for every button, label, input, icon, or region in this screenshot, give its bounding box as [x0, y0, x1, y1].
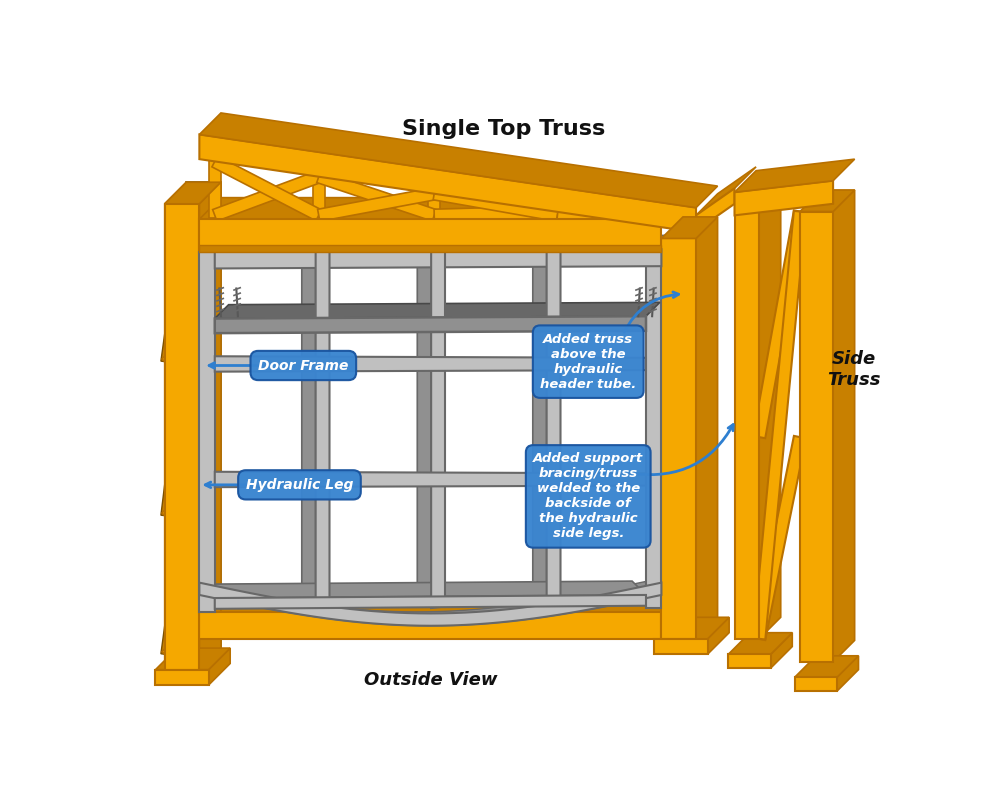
Polygon shape [215, 235, 675, 251]
Polygon shape [800, 190, 854, 211]
Polygon shape [199, 582, 661, 626]
Polygon shape [661, 217, 718, 238]
Polygon shape [795, 656, 858, 678]
Polygon shape [434, 188, 558, 222]
Polygon shape [164, 204, 199, 670]
Polygon shape [186, 182, 221, 648]
Polygon shape [164, 182, 221, 204]
Polygon shape [162, 491, 189, 518]
Text: Added support
bracing/truss
welded to the
backside of
the hydraulic
side legs.: Added support bracing/truss welded to th… [533, 453, 644, 541]
Text: Single Top Truss: Single Top Truss [402, 119, 605, 139]
Polygon shape [201, 458, 215, 487]
Text: Hydraulic Leg: Hydraulic Leg [246, 478, 353, 492]
Polygon shape [316, 250, 330, 608]
Polygon shape [182, 198, 191, 317]
Polygon shape [428, 182, 441, 218]
Polygon shape [182, 471, 191, 633]
Polygon shape [215, 316, 645, 333]
Text: Added truss
above the
hydraulic
header tube.: Added truss above the hydraulic header t… [541, 333, 637, 390]
Polygon shape [199, 219, 661, 251]
Polygon shape [696, 188, 735, 230]
Polygon shape [546, 250, 560, 608]
Polygon shape [215, 595, 645, 609]
Polygon shape [696, 217, 718, 639]
Polygon shape [212, 156, 322, 221]
Polygon shape [164, 182, 186, 670]
Polygon shape [313, 164, 325, 218]
Polygon shape [185, 238, 199, 612]
Polygon shape [199, 590, 683, 612]
Polygon shape [735, 159, 854, 192]
Polygon shape [199, 134, 696, 232]
Polygon shape [215, 302, 659, 318]
Polygon shape [800, 211, 833, 662]
Polygon shape [735, 190, 781, 211]
Polygon shape [434, 206, 557, 222]
Polygon shape [753, 211, 806, 639]
Text: Outside View: Outside View [363, 670, 497, 689]
Polygon shape [551, 199, 563, 218]
Polygon shape [213, 171, 321, 221]
Polygon shape [185, 581, 661, 626]
Polygon shape [661, 238, 696, 639]
Polygon shape [735, 181, 833, 215]
Text: Side
Truss: Side Truss [827, 350, 881, 389]
Polygon shape [215, 472, 645, 487]
Text: Door Frame: Door Frame [258, 358, 348, 373]
Polygon shape [556, 210, 646, 231]
Polygon shape [162, 630, 189, 657]
Polygon shape [199, 612, 661, 639]
Polygon shape [735, 211, 759, 639]
Polygon shape [201, 581, 645, 598]
Polygon shape [155, 648, 230, 670]
Polygon shape [533, 238, 546, 608]
Polygon shape [199, 113, 718, 208]
Polygon shape [318, 188, 436, 222]
Polygon shape [201, 342, 215, 372]
Polygon shape [302, 238, 316, 608]
Polygon shape [729, 633, 792, 654]
Polygon shape [795, 678, 837, 691]
Polygon shape [161, 494, 190, 654]
Polygon shape [199, 251, 215, 612]
Polygon shape [155, 670, 209, 685]
Polygon shape [557, 206, 646, 222]
Polygon shape [770, 633, 792, 668]
Polygon shape [199, 182, 221, 670]
Polygon shape [209, 648, 230, 685]
Polygon shape [653, 618, 729, 639]
Polygon shape [182, 317, 191, 471]
Polygon shape [161, 340, 190, 516]
Polygon shape [215, 250, 661, 269]
Polygon shape [418, 238, 432, 608]
Polygon shape [729, 654, 770, 668]
Polygon shape [696, 167, 756, 215]
Polygon shape [837, 656, 858, 691]
Polygon shape [161, 205, 190, 362]
Polygon shape [708, 618, 729, 654]
Polygon shape [162, 338, 189, 364]
Polygon shape [209, 149, 221, 218]
Polygon shape [759, 190, 781, 639]
Polygon shape [432, 250, 446, 608]
Polygon shape [833, 190, 854, 662]
Polygon shape [199, 246, 661, 251]
Polygon shape [753, 210, 806, 438]
Polygon shape [317, 171, 437, 221]
Polygon shape [199, 198, 683, 219]
Polygon shape [753, 436, 806, 640]
Polygon shape [653, 639, 708, 654]
Polygon shape [215, 356, 645, 372]
Polygon shape [645, 250, 661, 608]
